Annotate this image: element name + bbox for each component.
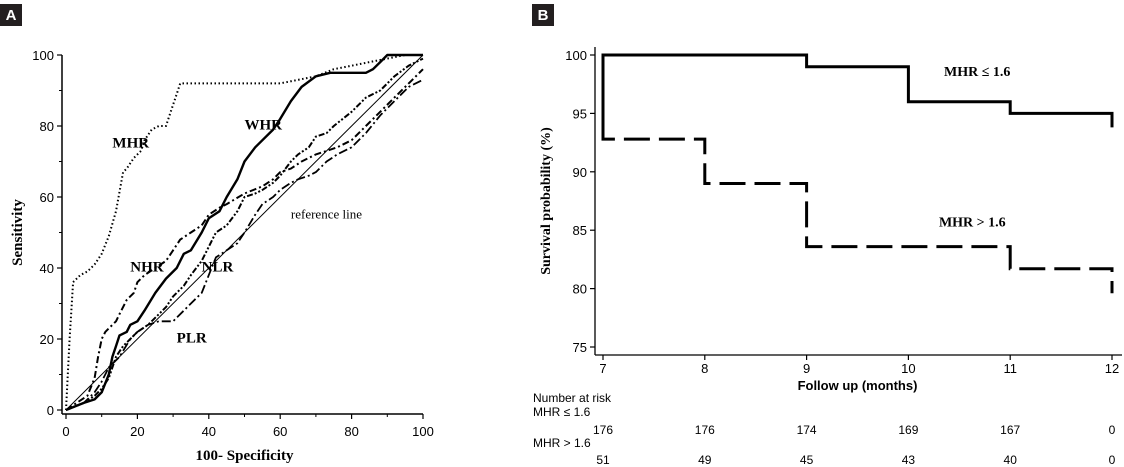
y-tick-label: 75: [573, 340, 587, 355]
x-tick-label: 0: [62, 424, 69, 439]
risk-table-row-label: MHR > 1.6: [533, 436, 591, 450]
risk-table-value: 49: [698, 453, 712, 467]
risk-table-value: 43: [902, 453, 916, 467]
panel-label-a: A: [0, 4, 22, 26]
y-tick-label: 90: [573, 165, 587, 180]
x-tick-label: 10: [901, 361, 915, 376]
annotation-mhr-1-6: MHR > 1.6: [939, 216, 1006, 231]
series-line-high: [601, 55, 1114, 294]
x-tick-label: 100: [412, 424, 434, 439]
x-axis-label: Follow up (months): [798, 378, 918, 393]
x-tick-label: 8: [701, 361, 708, 376]
risk-table-value: 176: [695, 423, 715, 437]
annotation-reference-line: reference line: [291, 206, 362, 221]
series-line-low: [601, 53, 1114, 128]
x-tick-label: 80: [344, 424, 358, 439]
x-tick-label: 20: [130, 424, 144, 439]
y-axis-label: Sensitivity: [10, 199, 26, 266]
annotation-plr: PLR: [177, 331, 207, 347]
risk-table-value: 45: [800, 453, 814, 467]
y-tick-label: 20: [40, 332, 54, 347]
y-tick-label: 80: [573, 282, 587, 297]
risk-table-value: 51: [596, 453, 610, 467]
risk-table-value: 169: [898, 423, 918, 437]
y-tick-label: 85: [573, 223, 587, 238]
risk-table-value: 0: [1109, 453, 1116, 467]
y-tick-label: 80: [40, 119, 54, 134]
x-tick-label: 9: [803, 361, 810, 376]
x-tick-label: 12: [1105, 361, 1119, 376]
x-tick-label: 7: [599, 361, 606, 376]
x-tick-label: 11: [1003, 361, 1017, 376]
y-tick-label: 95: [573, 106, 587, 121]
panel-label-b: B: [532, 4, 554, 26]
series-line-nhr: [65, 68, 424, 411]
annotation-mhr: MHR: [112, 135, 149, 151]
series-line-plr: [65, 78, 424, 411]
series-line-whr: [65, 53, 423, 412]
risk-table-value: 176: [593, 423, 613, 437]
x-tick-label: 60: [273, 424, 287, 439]
series-line-reference: [65, 54, 424, 411]
risk-table-value: 167: [1000, 423, 1020, 437]
risk-table-row-label: MHR ≤ 1.6: [533, 405, 591, 419]
series-line-nlr: [65, 57, 424, 411]
annotation-nhr: NHR: [130, 260, 164, 276]
risk-table-value: 40: [1004, 453, 1018, 467]
annotation-mhr-1-6: MHR ≤ 1.6: [944, 65, 1010, 80]
y-tick-label: 0: [47, 403, 54, 418]
x-axis-label: 100- Specificity: [196, 448, 294, 464]
x-tick-label: 40: [202, 424, 216, 439]
y-tick-label: 100: [32, 48, 54, 63]
annotation-whr: WHR: [245, 118, 283, 134]
risk-table-header: Number at risk: [533, 391, 612, 405]
risk-table-value: 0: [1109, 423, 1116, 437]
annotation-nlr: NLR: [202, 260, 234, 276]
risk-table-value: 174: [797, 423, 817, 437]
y-tick-label: 40: [40, 261, 54, 276]
y-tick-label: 60: [40, 190, 54, 205]
y-tick-label: 100: [565, 48, 587, 63]
y-axis-label: Survival probability (%): [539, 127, 554, 275]
